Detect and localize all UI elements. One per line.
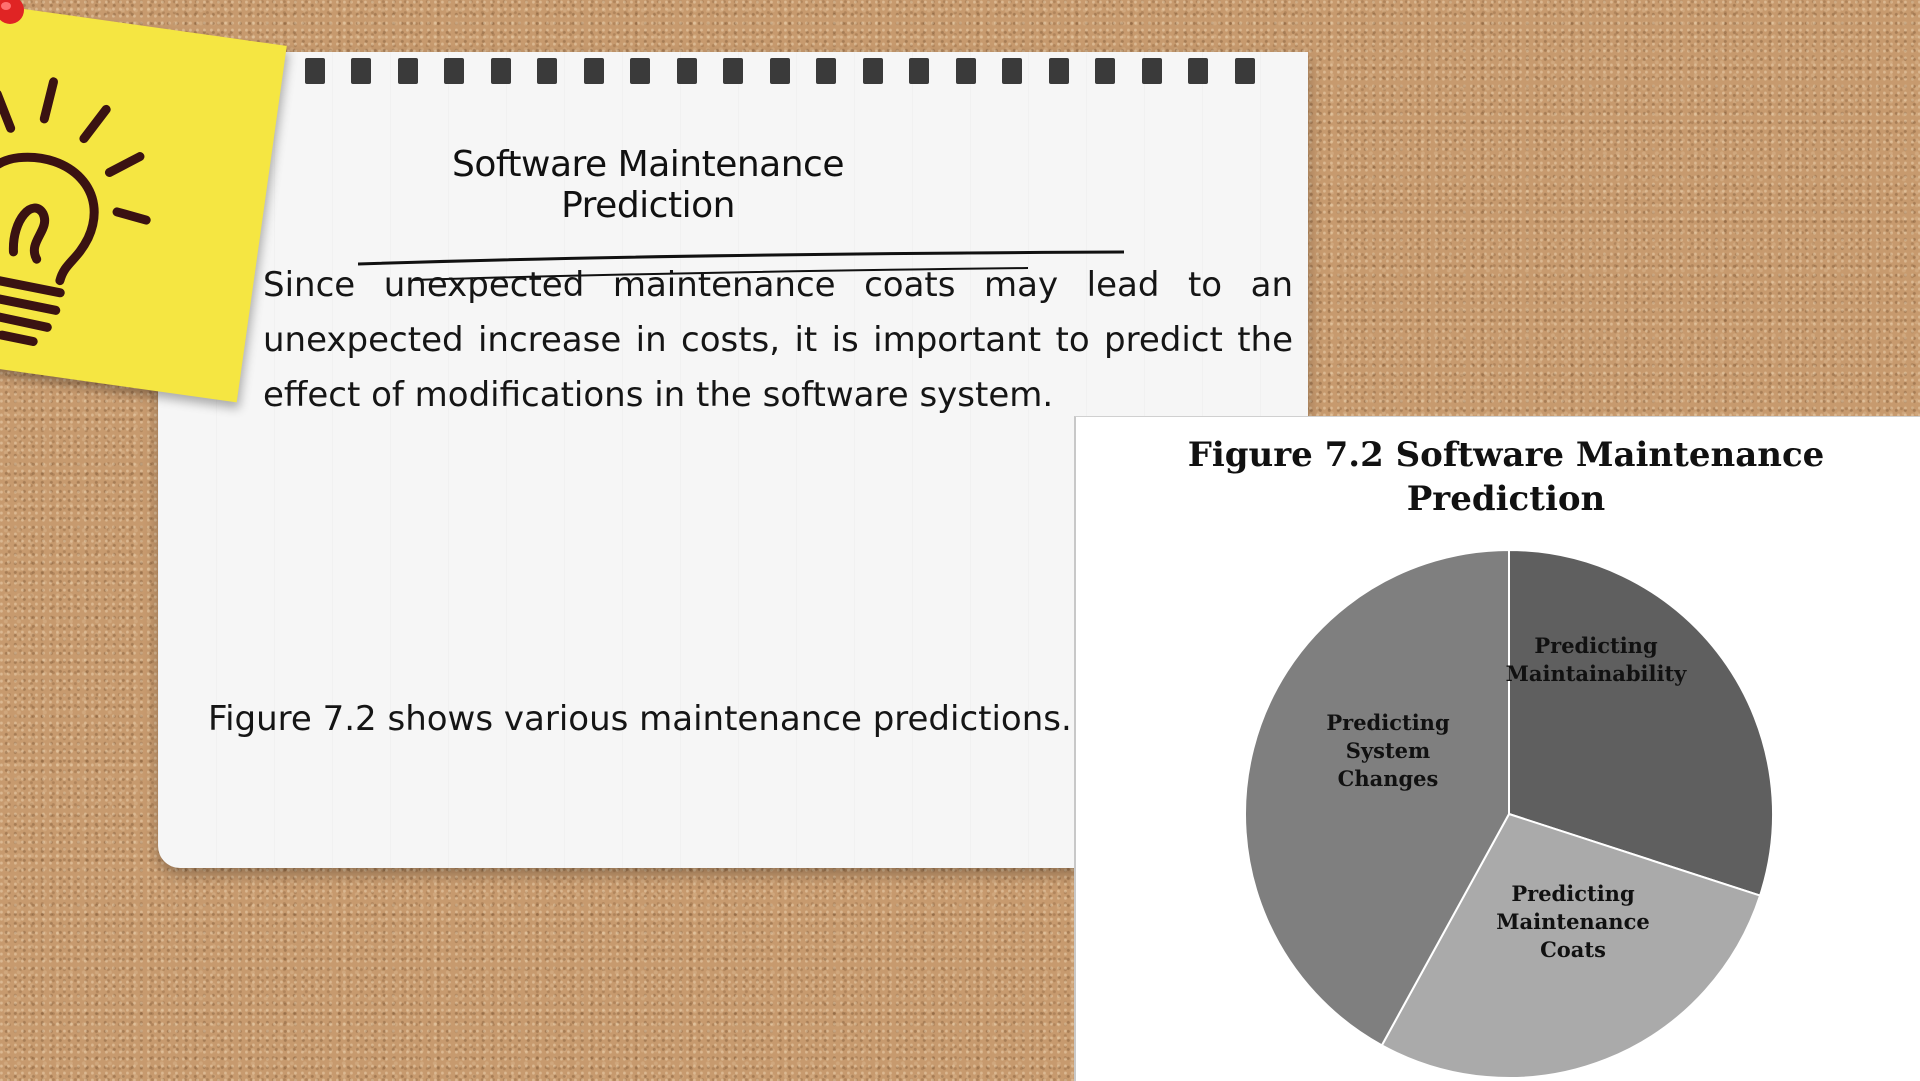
spiral-hole: [1234, 58, 1255, 84]
push-pin-icon: [0, 0, 24, 24]
spiral-hole: [1095, 58, 1115, 84]
pie-slice: [1380, 812, 1762, 1079]
sticky-note: [0, 0, 287, 403]
spiral-hole: [397, 58, 418, 84]
pie-chart-figure: Figure 7.2 Software Maintenance Predicti…: [1074, 416, 1920, 1081]
spiral-hole: [490, 58, 511, 84]
spiral-hole: [723, 58, 743, 84]
chart-title-line-1: Figure 7.2 Software Maintenance: [1187, 435, 1825, 475]
spiral-hole: [630, 58, 650, 84]
spiral-holes: [258, 58, 1308, 84]
spiral-hole: [1141, 58, 1162, 84]
pie-slice-label: Predicting Maintainability: [1506, 633, 1688, 686]
title-underline: [358, 250, 1125, 281]
note-title: Software Maintenance Prediction: [452, 144, 844, 226]
spiral-hole: [1048, 58, 1069, 84]
spiral-hole: [1188, 58, 1208, 84]
pie-chart: Predicting Maintainability Predicting Maint…: [1244, 548, 1774, 1079]
lightbulb-icon: [0, 77, 151, 347]
spiral-hole: [444, 58, 464, 84]
pie-slice: [1244, 548, 1510, 1047]
spiral-hole: [583, 58, 604, 84]
description-paragraph: Since unexpected maintenance coats may l…: [263, 265, 1293, 415]
spiral-hole: [351, 58, 371, 84]
spiral-hole: [1002, 58, 1022, 84]
pie-slice-label: Predicting Maintenance Coats: [1496, 881, 1649, 962]
spiral-hole: [537, 58, 557, 84]
spiral-hole: [816, 58, 836, 84]
chart-title-line-2: Prediction: [1406, 479, 1606, 519]
spiral-hole: [769, 58, 790, 84]
spiral-hole: [304, 58, 325, 84]
chart-title: Figure 7.2 Software Maintenance Predicti…: [1076, 433, 1920, 521]
pie-slice-label: Predicting System Changes: [1326, 710, 1450, 791]
pie-slice: [1508, 548, 1774, 897]
spiral-hole: [676, 58, 697, 84]
spiral-hole: [862, 58, 883, 84]
figure-reference-text: Figure 7.2 shows various maintenance pre…: [208, 699, 1072, 739]
spiral-hole: [955, 58, 976, 84]
spiral-hole: [909, 58, 929, 84]
